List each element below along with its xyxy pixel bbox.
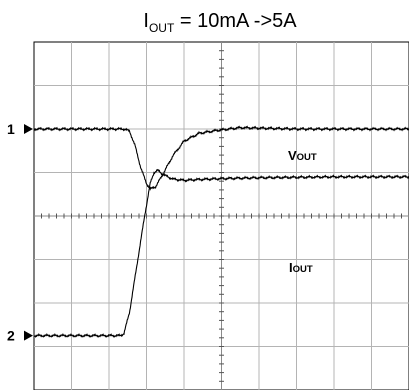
channel-2-marker xyxy=(24,330,33,341)
chart-title: IOUT = 10mA ->5A xyxy=(143,10,297,35)
trace-iout xyxy=(33,168,409,338)
channel-2-label: 2 xyxy=(7,328,15,344)
traces xyxy=(33,125,409,338)
iout-trace-label: IOUT xyxy=(289,260,313,275)
vout-trace-label: VOUT xyxy=(288,148,317,163)
channel-1-label: 1 xyxy=(7,121,15,137)
trace-vout xyxy=(33,125,409,191)
channel-markers: 12 xyxy=(7,121,33,344)
channel-1-marker xyxy=(24,124,33,134)
